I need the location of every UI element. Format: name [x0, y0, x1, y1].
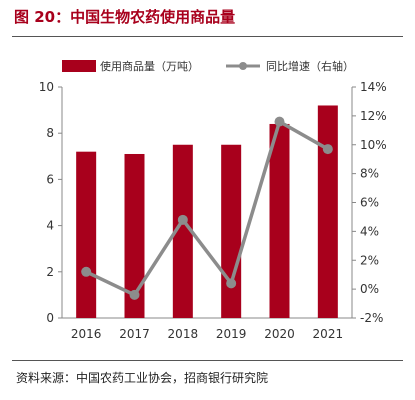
y-right-tick-label: 10% — [360, 138, 387, 152]
y-right-tick-label: 0% — [360, 282, 379, 296]
bar-2021 — [317, 105, 338, 318]
x-tick-label: 2018 — [168, 327, 199, 341]
bar-2017 — [124, 153, 145, 318]
y-right-tick-label: 4% — [360, 224, 379, 238]
y-right-tick-label: 2% — [360, 253, 379, 267]
legend-bar-label: 使用商品量（万吨） — [100, 59, 199, 73]
x-tick-label: 2016 — [71, 327, 102, 341]
growth-point-2016 — [81, 266, 92, 277]
top-divider — [12, 36, 403, 37]
x-tick-label: 2019 — [216, 327, 247, 341]
y-right-tick-label: 8% — [360, 167, 379, 181]
growth-point-2018 — [177, 214, 188, 225]
y-left-tick-label: 8 — [46, 126, 54, 140]
x-tick-label: 2021 — [313, 327, 344, 341]
bar-2018 — [172, 144, 193, 318]
figure-title: 图 20：中国生物农药使用商品量 — [14, 8, 236, 26]
y-right-tick-label: 14% — [360, 80, 387, 94]
y-right-tick-label: 6% — [360, 196, 379, 210]
y-left-tick-label: 10 — [39, 80, 54, 94]
plot-area: 0 2 4 6 8 10 -2% 0% 2% 4% 6% 8% 10% 12% 14% 2016 2017 201… — [39, 80, 387, 341]
legend-line-label: 同比增速（右轴） — [266, 59, 354, 73]
y-right-tick-label: -2% — [360, 311, 383, 325]
growth-point-2020 — [274, 116, 285, 127]
x-tick-label: 2020 — [264, 327, 295, 341]
legend: 使用商品量（万吨） 同比增速（右轴） — [62, 59, 354, 73]
bar-2019 — [221, 144, 242, 318]
y-left-tick-label: 6 — [46, 172, 54, 186]
y-left-tick-label: 0 — [46, 311, 54, 325]
source-note: 资料来源：中国农药工业协会，招商银行研究院 — [16, 371, 269, 385]
growth-point-2019 — [226, 278, 237, 289]
growth-line — [85, 119, 329, 297]
y-right-tick-label: 12% — [360, 109, 387, 123]
bottom-divider — [12, 360, 403, 361]
bar-2020 — [269, 123, 290, 319]
growth-point-2017 — [129, 289, 140, 300]
growth-point-2021 — [322, 144, 333, 155]
legend-line-marker — [239, 62, 247, 70]
x-tick-label: 2017 — [119, 327, 150, 341]
legend-bar-swatch — [62, 60, 96, 72]
y-left-tick-label: 4 — [46, 219, 54, 233]
y-left-tick-label: 2 — [46, 265, 54, 279]
bar-2016 — [76, 151, 97, 318]
